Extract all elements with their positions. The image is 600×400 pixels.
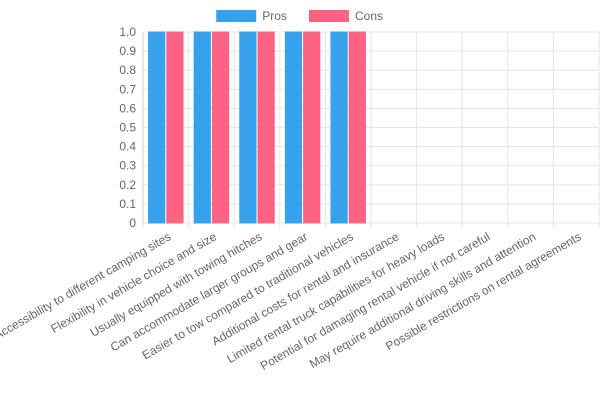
bar-cons[interactable]	[166, 31, 184, 224]
y-tick-label: 0.3	[119, 159, 136, 173]
bar-cons[interactable]	[257, 31, 275, 224]
bar-cons[interactable]	[303, 31, 321, 224]
bar-pros[interactable]	[239, 31, 257, 224]
bar-cons[interactable]	[211, 31, 230, 224]
legend-label: Cons	[355, 9, 383, 23]
y-tick-label: 0.5	[119, 121, 136, 135]
grid-lines	[142, 31, 600, 228]
legend-swatch	[309, 10, 349, 22]
bar-pros[interactable]	[284, 31, 303, 224]
bar-pros[interactable]	[193, 31, 211, 224]
bar-cons[interactable]	[348, 31, 366, 224]
bar-pros[interactable]	[148, 31, 166, 224]
y-axis-tick-labels: 0 0.1 0.2 0.3 0.4 0.5 0.6 0.7 0.8 0.9 1.0	[119, 25, 136, 230]
y-tick-label: 0	[129, 216, 136, 230]
legend-item-pros[interactable]: Pros	[216, 9, 287, 23]
y-tick-label: 0.6	[119, 101, 136, 115]
bar-pros[interactable]	[330, 31, 348, 224]
x-axis-tick-labels: Accessibility to different camping sites…	[0, 229, 584, 373]
y-tick-label: 0.9	[119, 44, 136, 58]
legend[interactable]: Pros Cons	[216, 9, 383, 23]
y-tick-label: 1.0	[119, 25, 136, 39]
y-tick-label: 0.4	[119, 140, 136, 154]
legend-item-cons[interactable]: Cons	[309, 9, 383, 23]
legend-label: Pros	[262, 9, 287, 23]
legend-swatch	[216, 10, 257, 22]
y-tick-label: 0.8	[119, 63, 136, 77]
y-tick-label: 0.2	[119, 178, 136, 192]
y-tick-label: 0.7	[119, 82, 136, 96]
y-tick-label: 0.1	[119, 197, 136, 211]
bars	[148, 31, 366, 224]
